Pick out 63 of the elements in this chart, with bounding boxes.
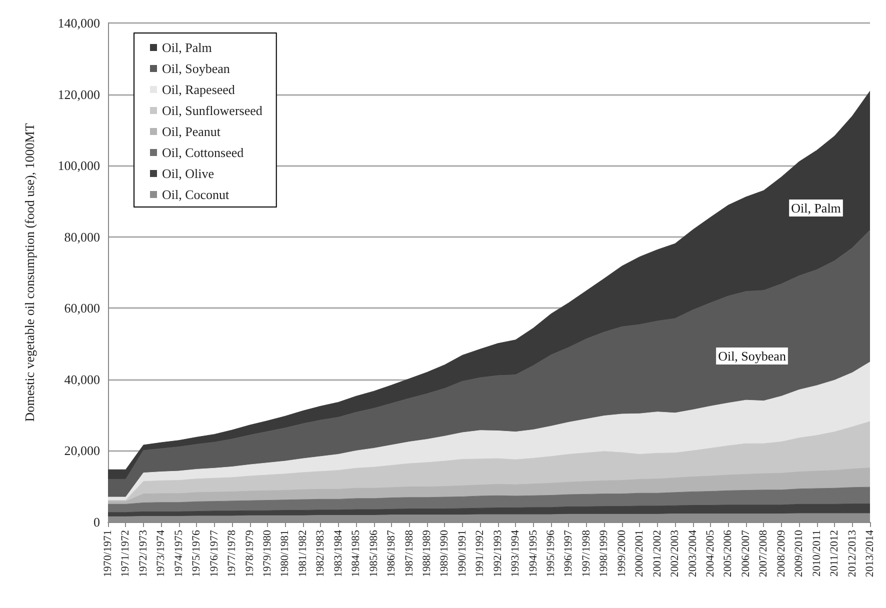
x-tick-label: 2002/2003 xyxy=(669,530,682,578)
x-tick-label: 2008/2009 xyxy=(775,530,788,578)
x-tick-label: 2004/2005 xyxy=(704,530,717,578)
legend-label: Oil, Coconut xyxy=(162,187,230,202)
legend-label: Oil, Palm xyxy=(162,40,212,55)
x-tick-label: 1977/1978 xyxy=(226,530,238,578)
y-tick-label: 40,000 xyxy=(64,372,100,387)
legend-label: Oil, Rapeseed xyxy=(162,82,236,97)
x-tick-label: 1985/1986 xyxy=(368,530,380,578)
x-tick-label: 2007/2008 xyxy=(758,530,770,578)
x-tick-label: 2010/2011 xyxy=(810,530,823,577)
y-tick-label: 20,000 xyxy=(64,443,100,458)
x-tick-label: 2011/2012 xyxy=(828,530,841,577)
x-tick-label: 1986/1987 xyxy=(386,530,398,578)
legend-label: Oil, Peanut xyxy=(162,124,221,139)
x-tick-label: 1972/1973 xyxy=(137,530,150,578)
x-tick-label: 1997/1998 xyxy=(580,530,592,578)
y-tick-label: 120,000 xyxy=(58,86,100,102)
legend-label: Oil, Cottonseed xyxy=(162,145,244,160)
x-tick-label: 1988/1989 xyxy=(420,530,433,578)
x-tick-label: 1984/1985 xyxy=(350,530,362,578)
y-tick-label: 140,000 xyxy=(58,16,100,30)
x-tick-label: 1995/1996 xyxy=(545,530,558,578)
x-tick-label: 1974/1975 xyxy=(172,530,185,578)
x-tick-label: 1970/1971 xyxy=(102,530,114,578)
x-tick-label: 1994/1995 xyxy=(527,530,540,578)
x-tick-label: 1980/1981 xyxy=(279,530,292,578)
x-tick-label: 2012/2013 xyxy=(846,530,858,578)
x-tick-label: 1975/1976 xyxy=(190,530,203,578)
annotation: Oil, Soybean xyxy=(718,348,786,364)
x-tick-label: 1991/1992 xyxy=(474,530,486,578)
x-tick-label: 1990/1991 xyxy=(456,530,468,578)
x-tick-label: 2001/2002 xyxy=(651,530,664,578)
x-tick-label: 1982/1983 xyxy=(314,530,327,578)
y-tick-label: 0 xyxy=(94,514,100,530)
x-tick-label: 2003/2004 xyxy=(686,530,699,578)
x-tick-label: 1996/1997 xyxy=(562,530,575,578)
legend-label: Oil, Soybean xyxy=(162,61,230,76)
x-tick-label: 1981/1982 xyxy=(296,530,309,578)
y-tick-label: 60,000 xyxy=(64,300,100,316)
x-tick-label: 1971/1972 xyxy=(120,530,132,578)
x-tick-label: 2009/2010 xyxy=(793,530,806,578)
y-tick-label: 100,000 xyxy=(58,158,100,174)
legend-label: Oil, Olive xyxy=(162,166,214,181)
x-tick-label: 1983/1984 xyxy=(332,530,344,578)
x-tick-label: 2005/2006 xyxy=(722,530,734,578)
x-tick-label: 1999/2000 xyxy=(616,530,628,578)
x-tick-label: 2000/2001 xyxy=(634,530,646,578)
x-tick-label: 1998/1999 xyxy=(598,530,610,578)
x-tick-label: 1993/1994 xyxy=(510,530,522,578)
x-tick-label: 1992/1993 xyxy=(492,530,504,578)
x-tick-label: 1973/1974 xyxy=(155,530,168,578)
x-tick-label: 2006/2007 xyxy=(740,530,752,578)
x-tick-label: 1989/1990 xyxy=(438,530,451,578)
y-tick-label: 80,000 xyxy=(64,229,100,244)
x-tick-label: 1987/1988 xyxy=(403,530,416,578)
y-axis-title: Domestic vegetable oil consumption (food use), 1000MT xyxy=(22,123,37,422)
x-tick-label: 2013/2014 xyxy=(864,530,876,578)
x-tick-label: 1978/1979 xyxy=(244,530,256,578)
legend-label: Oil, Sunflowerseed xyxy=(162,103,263,118)
x-tick-label: 1976/1977 xyxy=(208,530,220,578)
x-tick-label: 1979/1980 xyxy=(261,530,274,578)
annotation: Oil, Palm xyxy=(791,200,841,216)
